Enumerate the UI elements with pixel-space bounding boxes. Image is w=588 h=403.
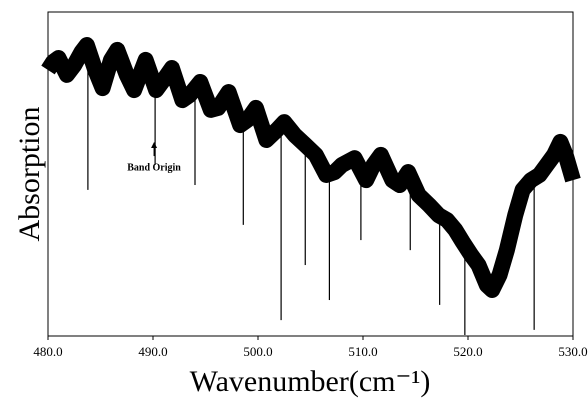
x-tick-label: 480.0 [33,344,62,359]
y-axis-label: Absorption [13,107,46,242]
x-tick-label: 490.0 [138,344,167,359]
x-tick-label: 500.0 [243,344,272,359]
x-tick-label: 530.0 [558,344,587,359]
spectrum-band [41,37,581,298]
annotation-arrowhead [151,142,158,149]
x-tick-label: 520.0 [453,344,482,359]
annotation-text: Band Origin [127,162,181,173]
x-axis-label: Wavenumber(cm⁻¹) [190,365,431,398]
x-tick-label: 510.0 [348,344,377,359]
